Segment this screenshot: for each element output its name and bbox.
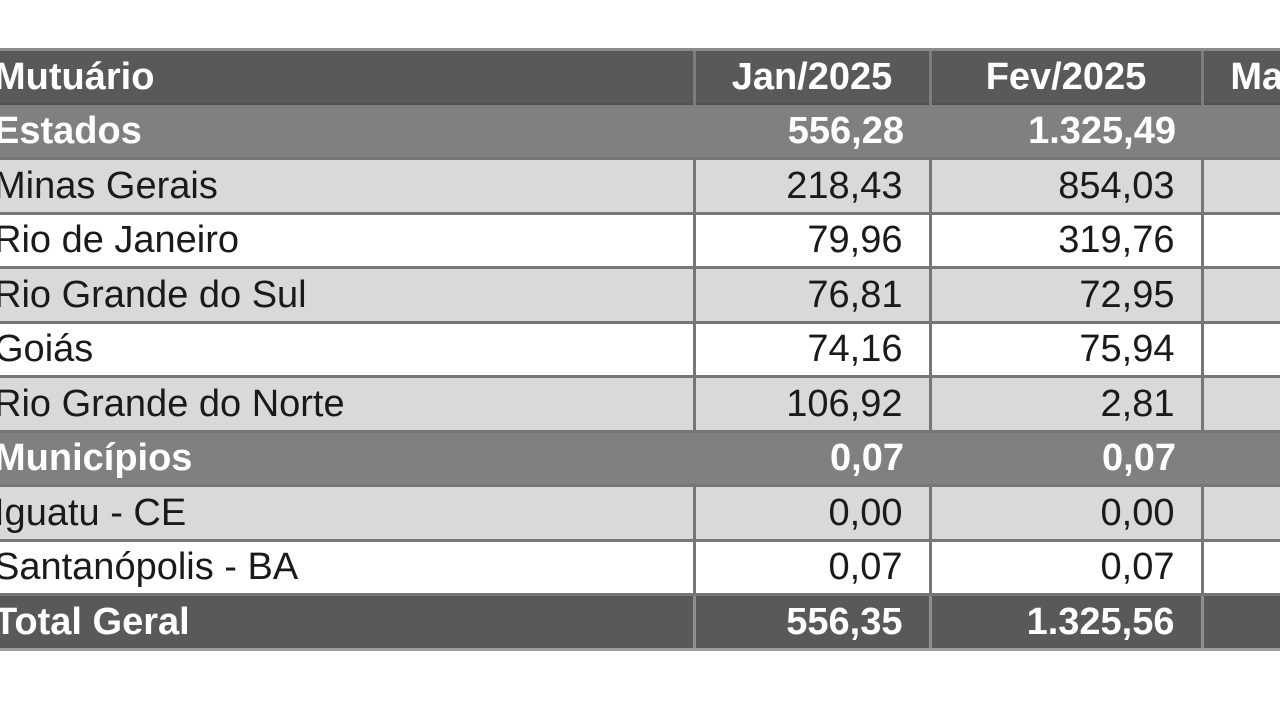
- group-row-municipios: Municípios 0,07 0,07: [0, 430, 1280, 487]
- row-label: Minas Gerais: [0, 157, 696, 215]
- table-header-row: Mutuário Jan/2025 Fev/2025 Mar/2025: [0, 48, 1280, 105]
- table-row-goias: Goiás 74,16 75,94: [0, 320, 1280, 378]
- cell-jan: 0,07: [694, 430, 930, 487]
- cell-jan: 556,28: [694, 103, 930, 160]
- table-row-rio-grande-do-norte: Rio Grande do Norte 106,92 2,81: [0, 375, 1280, 433]
- table-row-santanopolis-ba: Santanópolis - BA 0,07 0,07: [0, 538, 1280, 596]
- row-label: Rio Grande do Sul: [0, 266, 696, 324]
- cell-jan: 218,43: [692, 157, 932, 215]
- col-header-fev-2025: Fev/2025: [928, 48, 1202, 105]
- cell-mar: [1200, 266, 1280, 324]
- table-row-minas-gerais: Minas Gerais 218,43 854,03: [0, 157, 1280, 215]
- cell-fev: 1.325,49: [930, 103, 1202, 160]
- total-row: Total Geral 556,35 1.325,56: [0, 593, 1280, 651]
- cell-mar: [1200, 375, 1280, 433]
- cell-fev: 854,03: [928, 157, 1204, 215]
- cell-mar: [1200, 538, 1280, 596]
- cell-mar: [1200, 157, 1280, 215]
- cell-fev: 0,00: [928, 484, 1204, 542]
- cell-fev: 2,81: [928, 375, 1204, 433]
- group-label: Municípios: [0, 430, 694, 487]
- group-label: Estados: [0, 103, 694, 160]
- col-header-mar-2025: Mar/2025: [1200, 48, 1280, 105]
- mutuario-table: Mutuário Jan/2025 Fev/2025 Mar/2025 Esta…: [0, 48, 1280, 651]
- cell-jan: 79,96: [692, 211, 932, 269]
- cell-mar: [1200, 211, 1280, 269]
- row-label: Rio Grande do Norte: [0, 375, 696, 433]
- cell-mar: [1202, 103, 1280, 160]
- cell-mar: [1202, 430, 1280, 487]
- cell-fev: 1.325,56: [928, 593, 1202, 651]
- col-header-jan-2025: Jan/2025: [692, 48, 930, 105]
- cell-jan: 74,16: [692, 320, 932, 378]
- cell-mar: [1200, 593, 1280, 651]
- row-label: Santanópolis - BA: [0, 538, 696, 596]
- cell-fev: 0,07: [928, 538, 1204, 596]
- cell-jan: 0,07: [692, 538, 932, 596]
- cell-jan: 106,92: [692, 375, 932, 433]
- cell-jan: 0,00: [692, 484, 932, 542]
- table-row-rio-grande-do-sul: Rio Grande do Sul 76,81 72,95: [0, 266, 1280, 324]
- cell-fev: 0,07: [930, 430, 1202, 487]
- row-label: Rio de Janeiro: [0, 211, 696, 269]
- cell-fev: 72,95: [928, 266, 1204, 324]
- row-label: Goiás: [0, 320, 696, 378]
- cell-fev: 319,76: [928, 211, 1204, 269]
- col-header-mutuario: Mutuário: [0, 48, 694, 105]
- table-row-iguatu-ce: Iguatu - CE 0,00 0,00: [0, 484, 1280, 542]
- table-row-rio-de-janeiro: Rio de Janeiro 79,96 319,76: [0, 211, 1280, 269]
- group-row-estados: Estados 556,28 1.325,49: [0, 103, 1280, 160]
- row-label: Iguatu - CE: [0, 484, 696, 542]
- cell-jan: 556,35: [692, 593, 930, 651]
- cell-fev: 75,94: [928, 320, 1204, 378]
- cell-mar: [1200, 320, 1280, 378]
- cell-jan: 76,81: [692, 266, 932, 324]
- total-label: Total Geral: [0, 593, 694, 651]
- cell-mar: [1200, 484, 1280, 542]
- loan-balance-table-sheet: Mutuário Jan/2025 Fev/2025 Mar/2025 Esta…: [0, 48, 1280, 651]
